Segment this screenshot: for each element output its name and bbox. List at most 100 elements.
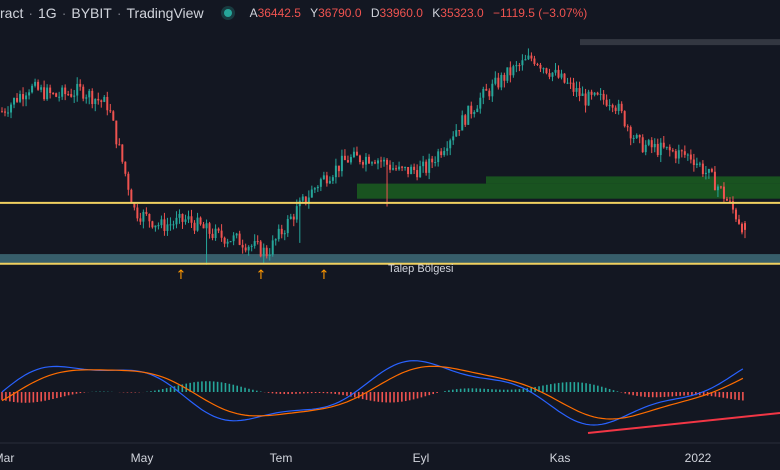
candle-body — [37, 81, 40, 90]
candle-body — [70, 94, 73, 97]
candle-body — [139, 218, 142, 222]
candle-body — [473, 111, 476, 115]
zones-layer — [0, 39, 780, 264]
candle-body — [641, 137, 644, 153]
candle-body — [494, 77, 497, 84]
x-tick-label: May — [130, 451, 154, 465]
candle-body — [214, 228, 217, 239]
exchange-label: BYBIT — [71, 5, 112, 21]
candle-body — [49, 87, 52, 94]
candle-body — [31, 85, 34, 93]
candle-body — [617, 103, 620, 111]
candle-body — [380, 160, 383, 162]
candle-body — [25, 95, 28, 100]
candle-body — [734, 209, 737, 220]
candle-body — [383, 159, 386, 162]
candle-body — [205, 223, 208, 229]
candle-body — [419, 166, 422, 178]
candle-body — [461, 115, 464, 131]
zone-green-zone-2 — [486, 176, 780, 184]
candle-body — [744, 223, 746, 230]
candle-body — [533, 58, 536, 65]
candle-body — [337, 165, 340, 172]
x-tick-label: Kas — [549, 451, 571, 465]
candle-body — [638, 134, 641, 138]
low-value: 33960.0 — [379, 6, 423, 20]
candle-body — [292, 216, 295, 220]
candle-body — [235, 233, 238, 236]
candle-body — [112, 111, 115, 121]
candle-body — [674, 151, 677, 159]
candle-body — [4, 111, 7, 113]
up-arrow-icon: ↑ — [176, 268, 187, 283]
candle-body — [22, 94, 25, 100]
candle-body — [491, 83, 494, 97]
candle-body — [52, 93, 55, 95]
candle-body — [719, 186, 722, 188]
candle-body — [725, 198, 728, 201]
candle-body — [163, 219, 166, 231]
candle-body — [374, 162, 377, 164]
zone-gray-zone — [580, 39, 780, 46]
candle-body — [707, 169, 710, 173]
candle-body — [428, 158, 431, 173]
candle-body — [340, 155, 343, 172]
candle-body — [629, 127, 632, 139]
candle-body — [1, 111, 3, 113]
candle-body — [452, 136, 455, 141]
candle-body — [524, 59, 527, 61]
candle-body — [301, 196, 304, 201]
candle-body — [232, 235, 235, 242]
candle-body — [620, 103, 623, 112]
candle-body — [76, 83, 79, 96]
candle-body — [370, 162, 373, 164]
candle-body — [247, 246, 250, 251]
candle-body — [611, 105, 614, 108]
candle-body — [16, 97, 19, 102]
symbol-legend[interactable]: ract · 1G · BYBIT · TradingView A36442.5… — [0, 3, 587, 23]
candle-body — [560, 73, 563, 78]
candle-body — [710, 169, 713, 172]
candle-body — [671, 150, 674, 152]
candle-body — [608, 105, 611, 107]
candle-body — [644, 144, 647, 153]
candle-body — [121, 144, 124, 162]
candle-body — [358, 155, 361, 163]
candle-body — [434, 162, 437, 164]
x-tick-label: Eyl — [412, 451, 430, 465]
candle-body — [449, 140, 452, 149]
candle-body — [313, 188, 316, 190]
candle-body — [130, 189, 133, 204]
candle-body — [169, 224, 172, 226]
candle-body — [476, 108, 479, 112]
candle-body — [106, 96, 109, 111]
zone-talep-b-lgesi — [0, 254, 780, 264]
candle-body — [425, 161, 428, 173]
candle-body — [650, 140, 653, 148]
candle-body — [584, 93, 587, 106]
candle-body — [557, 69, 560, 78]
candle-body — [226, 241, 229, 244]
candle-body — [310, 189, 313, 198]
macd-trendline — [587, 412, 780, 434]
candle-body — [223, 237, 226, 244]
candle-body — [142, 211, 145, 222]
candle-body — [178, 213, 181, 218]
candle-body — [545, 68, 548, 74]
x-tick-label: Tem — [269, 451, 293, 465]
candle-body — [7, 112, 10, 114]
candle-body — [193, 222, 196, 231]
interval-label[interactable]: 1G — [38, 5, 57, 21]
candle-body — [737, 219, 740, 224]
candle-body — [587, 91, 590, 106]
candle-body — [683, 151, 686, 155]
candle-body — [328, 180, 331, 184]
candle-body — [503, 74, 506, 81]
symbol-title[interactable]: ract — [0, 5, 24, 21]
candle-body — [539, 64, 542, 69]
candle-body — [289, 216, 292, 219]
candle-body — [635, 134, 638, 138]
candle-body — [551, 72, 554, 77]
candle-body — [512, 66, 515, 76]
